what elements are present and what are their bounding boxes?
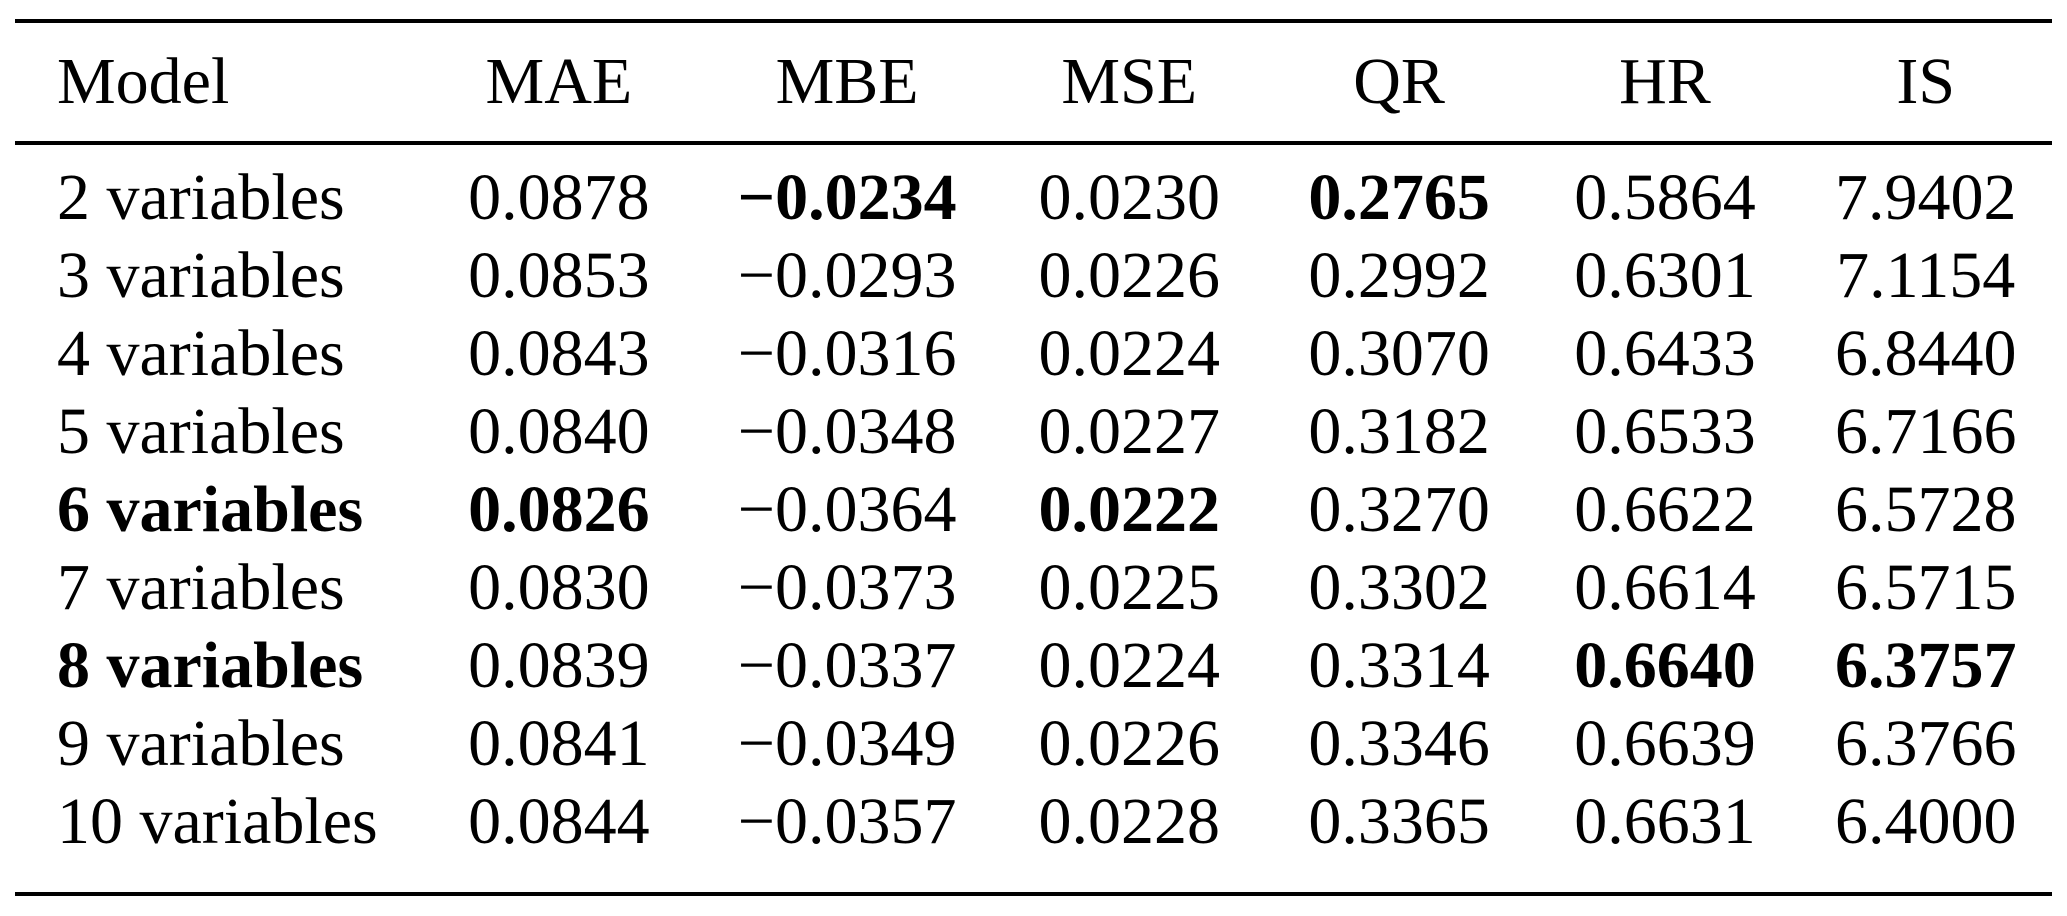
cell-hr: 0.6433 — [1574, 317, 1756, 390]
cell-qr: 0.3182 — [1308, 395, 1490, 468]
cell-mbe: −0.0337 — [737, 629, 957, 702]
cell-is: 6.8440 — [1834, 317, 2017, 390]
table-row: 4 variables 0.0843 −0.0316 0.0224 0.3070… — [15, 315, 2052, 393]
column-header-is: IS — [1799, 23, 2052, 145]
model-metrics-table: Model MAE MBE MSE QR HR IS 2 variables 0… — [15, 23, 2052, 861]
cell-is: 6.4000 — [1834, 785, 2017, 858]
cell-qr: 0.3070 — [1308, 317, 1490, 390]
cell-is: 6.3757 — [1834, 629, 2017, 702]
cell-mbe: −0.0349 — [737, 707, 957, 780]
cell-mae: 0.0843 — [468, 317, 650, 390]
header-row: Model MAE MBE MSE QR HR IS — [15, 23, 2052, 145]
table-row: 9 variables 0.0841 −0.0349 0.0226 0.3346… — [15, 705, 2052, 783]
cell-mbe: −0.0364 — [737, 473, 957, 546]
cell-model: 8 variables — [57, 629, 364, 702]
cell-model: 4 variables — [57, 317, 345, 390]
cell-mse: 0.0225 — [1038, 551, 1220, 624]
cell-qr: 0.3314 — [1308, 629, 1490, 702]
metrics-table-container: Model MAE MBE MSE QR HR IS 2 variables 0… — [15, 19, 2052, 896]
cell-hr: 0.6622 — [1574, 473, 1756, 546]
cell-mae: 0.0826 — [468, 473, 650, 546]
cell-mae: 0.0878 — [468, 161, 650, 234]
cell-is: 6.7166 — [1834, 395, 2017, 468]
cell-qr: 0.3270 — [1308, 473, 1490, 546]
column-header-hr: HR — [1530, 23, 1800, 145]
cell-is: 6.5715 — [1834, 551, 2017, 624]
cell-mbe: −0.0373 — [737, 551, 957, 624]
cell-model: 3 variables — [57, 239, 345, 312]
column-header-model: Model — [15, 23, 415, 145]
table-row: 7 variables 0.0830 −0.0373 0.0225 0.3302… — [15, 549, 2052, 627]
cell-mae: 0.0844 — [468, 785, 650, 858]
column-header-mae: MAE — [414, 23, 704, 145]
cell-hr: 0.6533 — [1574, 395, 1756, 468]
cell-mae: 0.0840 — [468, 395, 650, 468]
cell-mse: 0.0226 — [1038, 707, 1220, 780]
table-row: 5 variables 0.0840 −0.0348 0.0227 0.3182… — [15, 393, 2052, 471]
cell-is: 7.9402 — [1834, 161, 2017, 234]
cell-mse: 0.0227 — [1038, 395, 1220, 468]
cell-hr: 0.6639 — [1574, 707, 1756, 780]
cell-mae: 0.0841 — [468, 707, 650, 780]
cell-hr: 0.6614 — [1574, 551, 1756, 624]
cell-mse: 0.0224 — [1038, 629, 1220, 702]
cell-hr: 0.6301 — [1574, 239, 1756, 312]
cell-is: 6.5728 — [1834, 473, 2017, 546]
cell-mse: 0.0226 — [1038, 239, 1220, 312]
table-row: 8 variables 0.0839 −0.0337 0.0224 0.3314… — [15, 627, 2052, 705]
cell-mse: 0.0228 — [1038, 785, 1220, 858]
cell-model: 9 variables — [57, 707, 345, 780]
cell-mbe: −0.0348 — [737, 395, 957, 468]
cell-model: 7 variables — [57, 551, 345, 624]
cell-hr: 0.6640 — [1574, 629, 1756, 702]
cell-model: 2 variables — [57, 161, 345, 234]
cell-qr: 0.3346 — [1308, 707, 1490, 780]
column-header-qr: QR — [1267, 23, 1531, 145]
cell-is: 6.3766 — [1834, 707, 2017, 780]
cell-hr: 0.6631 — [1574, 785, 1756, 858]
cell-qr: 0.2992 — [1308, 239, 1490, 312]
cell-model: 10 variables — [57, 785, 378, 858]
cell-mae: 0.0830 — [468, 551, 650, 624]
cell-model: 5 variables — [57, 395, 345, 468]
cell-qr: 0.3302 — [1308, 551, 1490, 624]
cell-mbe: −0.0316 — [737, 317, 957, 390]
cell-mbe: −0.0357 — [737, 785, 957, 858]
table-row: 10 variables 0.0844 −0.0357 0.0228 0.336… — [15, 783, 2052, 861]
cell-is: 7.1154 — [1836, 239, 2016, 312]
cell-model: 6 variables — [57, 473, 364, 546]
cell-mse: 0.0230 — [1038, 161, 1220, 234]
cell-mbe: −0.0293 — [737, 239, 957, 312]
cell-mae: 0.0853 — [468, 239, 650, 312]
cell-mse: 0.0224 — [1038, 317, 1220, 390]
cell-qr: 0.2765 — [1308, 161, 1490, 234]
table-row: 2 variables 0.0878 −0.0234 0.0230 0.2765… — [15, 143, 2052, 237]
table-body: 2 variables 0.0878 −0.0234 0.0230 0.2765… — [15, 143, 2052, 861]
cell-mae: 0.0839 — [468, 629, 650, 702]
cell-mse: 0.0222 — [1038, 473, 1220, 546]
column-header-mbe: MBE — [703, 23, 991, 145]
cell-hr: 0.5864 — [1574, 161, 1756, 234]
cell-mbe: −0.0234 — [737, 161, 957, 234]
cell-qr: 0.3365 — [1308, 785, 1490, 858]
table-row: 3 variables 0.0853 −0.0293 0.0226 0.2992… — [15, 237, 2052, 315]
table-row: 6 variables 0.0826 −0.0364 0.0222 0.3270… — [15, 471, 2052, 549]
column-header-mse: MSE — [990, 23, 1268, 145]
